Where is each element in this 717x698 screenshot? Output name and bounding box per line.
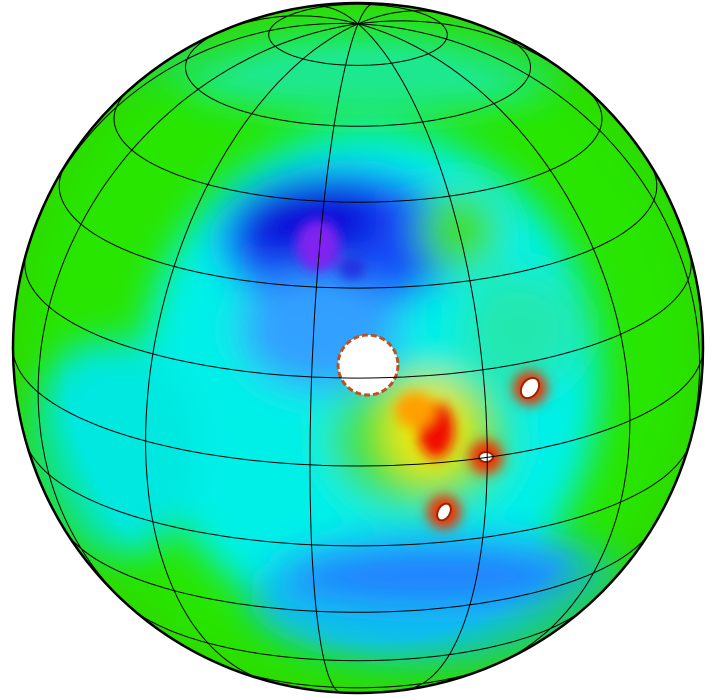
surface [0, 0, 717, 698]
page: (() => { const g = document.getElementBy… [0, 0, 717, 698]
sphere-map [0, 0, 717, 698]
